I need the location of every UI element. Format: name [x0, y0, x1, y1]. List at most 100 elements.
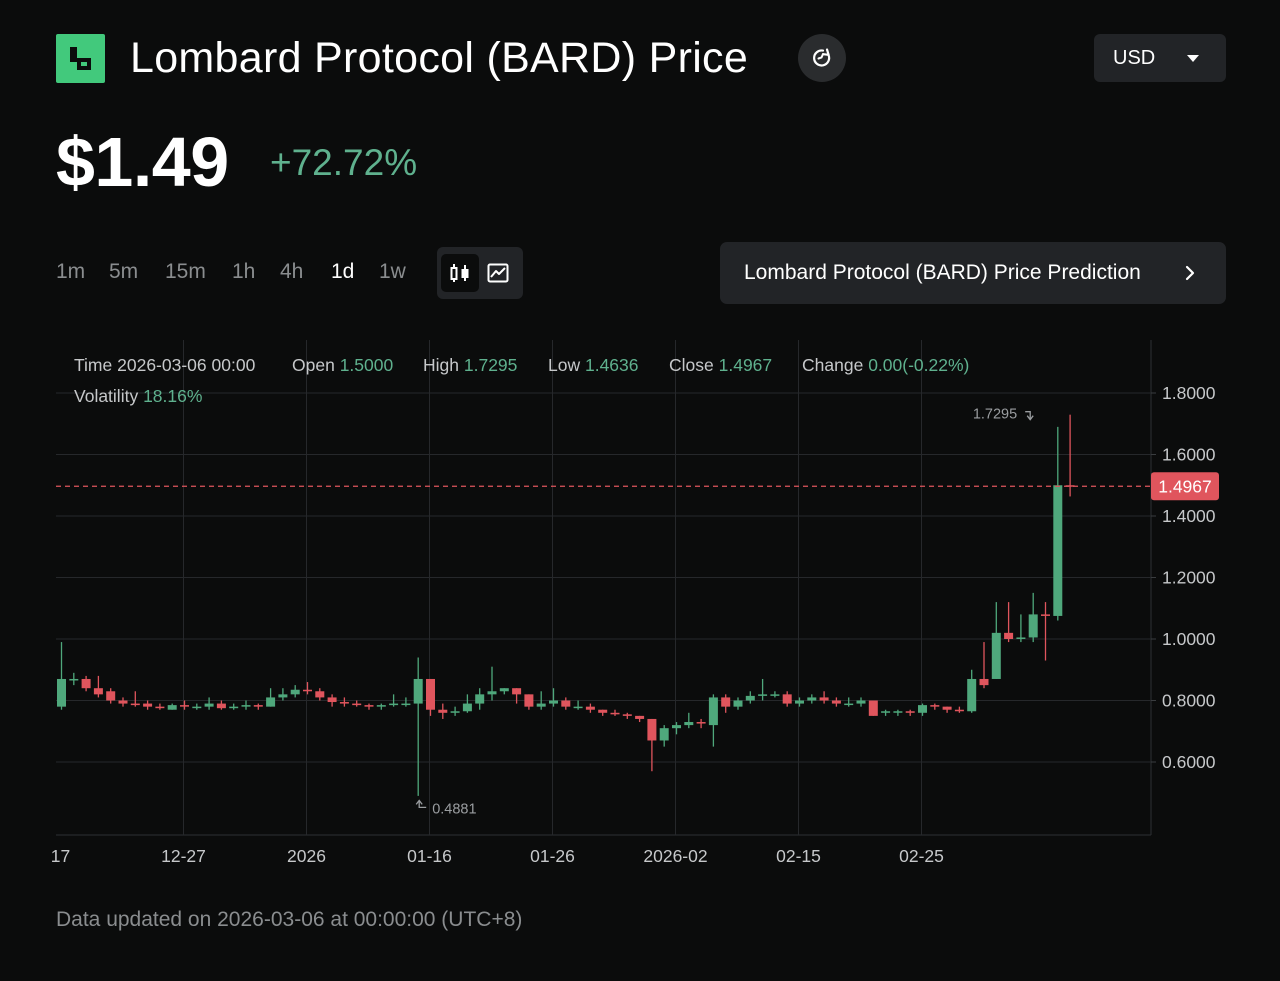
candle-body — [204, 703, 214, 707]
refresh-button[interactable] — [798, 34, 846, 82]
candle-body — [758, 694, 768, 696]
candle — [216, 700, 226, 710]
candle — [487, 666, 497, 701]
candle — [266, 688, 276, 707]
candle-body — [229, 706, 239, 709]
candle — [81, 675, 91, 692]
candle-body — [930, 705, 940, 707]
candle-body — [831, 700, 841, 704]
line-chart-icon — [487, 263, 509, 283]
candle-body — [708, 697, 718, 726]
candle — [672, 722, 681, 735]
candle — [745, 691, 755, 704]
x-tick-label: 02-15 — [776, 846, 821, 866]
candlestick-chart[interactable]: 0.6000 0.8000 1.0000 1.2000 1.4000 1.6000 1.80… — [0, 330, 1280, 870]
candle-body — [69, 678, 79, 681]
chart-type-toggle — [437, 247, 523, 299]
candle — [770, 691, 780, 698]
candle — [573, 700, 583, 710]
y-tick-label: 0.8000 — [1162, 691, 1216, 711]
tab-5m[interactable]: 5m — [109, 260, 139, 283]
candle — [426, 678, 435, 716]
candle-body — [192, 706, 202, 709]
candle — [819, 691, 829, 704]
tab-1d[interactable]: 1d — [331, 260, 355, 283]
candle-body — [770, 694, 780, 696]
candle-body — [462, 703, 472, 712]
page-title: Lombard Protocol (BARD) Price — [130, 34, 749, 82]
candle — [979, 642, 989, 689]
candle-body — [991, 632, 1001, 679]
line-view-button[interactable] — [479, 254, 517, 292]
max-annotation-label: 1.7295 — [973, 407, 1017, 423]
candle — [512, 688, 522, 704]
candle-body — [167, 705, 177, 710]
candle — [167, 703, 177, 710]
candle — [524, 694, 534, 710]
candle — [647, 718, 657, 772]
info-time: Time 2026-03-06 00:00 — [74, 355, 256, 375]
data-updated-note: Data updated on 2026-03-06 at 00:00:00 (… — [56, 908, 523, 931]
ohlc-info: Time 2026-03-06 00:00 Open 1.5000 High 1… — [74, 355, 969, 406]
candle-body — [81, 678, 91, 689]
candle — [795, 697, 804, 707]
candle-body — [438, 709, 448, 713]
candle-body — [795, 700, 804, 704]
candle-body — [696, 722, 706, 724]
candle — [401, 697, 411, 707]
candle-body — [745, 695, 755, 701]
candle — [155, 703, 165, 710]
candle-body — [364, 705, 374, 707]
candle — [635, 715, 645, 723]
tab-15m[interactable]: 15m — [165, 260, 206, 283]
chevron-right-icon — [1185, 265, 1195, 281]
candle-body — [327, 697, 337, 703]
candle-body — [782, 694, 792, 704]
candle — [868, 700, 878, 716]
y-tick-label: 1.8000 — [1162, 383, 1216, 403]
chart-annotations: 1.4967 1.7295 0.4881 — [56, 407, 1219, 817]
candle-body — [487, 691, 497, 695]
candle-body — [426, 678, 435, 710]
currency-select[interactable]: USD — [1094, 34, 1226, 82]
candle-body — [266, 697, 276, 707]
candle — [708, 694, 718, 747]
y-tick-label: 1.4000 — [1162, 506, 1216, 526]
candle-body — [561, 700, 571, 707]
candlestick-view-button[interactable] — [441, 254, 479, 292]
price-prediction-button[interactable]: Lombard Protocol (BARD) Price Prediction — [720, 242, 1226, 304]
candle-body — [893, 711, 903, 713]
candle-body — [143, 703, 153, 707]
candle — [967, 669, 977, 713]
y-tick-label: 1.6000 — [1162, 445, 1216, 465]
candle-body — [684, 722, 694, 726]
candle-body — [475, 694, 485, 704]
candle-body — [315, 691, 325, 698]
max-marker-arrow — [1026, 415, 1034, 421]
y-axis-labels: 0.6000 0.8000 1.0000 1.2000 1.4000 1.6000 1.80… — [1162, 383, 1216, 772]
candle — [462, 694, 472, 713]
candle — [69, 672, 79, 686]
candle — [954, 706, 964, 713]
candle — [622, 712, 632, 719]
tab-1m[interactable]: 1m — [56, 260, 86, 283]
info-open: Open 1.5000 — [292, 355, 393, 375]
candle — [57, 642, 66, 710]
tab-1w[interactable]: 1w — [379, 260, 406, 283]
candle — [942, 706, 952, 713]
candle-body — [57, 678, 66, 707]
candle-body — [536, 703, 546, 707]
candle-body — [241, 705, 251, 707]
candlestick-icon — [450, 264, 469, 282]
tab-4h[interactable]: 4h — [280, 260, 304, 283]
candle-body — [598, 709, 608, 713]
candle — [1028, 592, 1038, 643]
candle — [303, 682, 312, 695]
tab-1h[interactable]: 1h — [232, 260, 256, 283]
candle — [856, 697, 866, 707]
price-change: +72.72% — [270, 142, 418, 183]
candle — [598, 709, 608, 716]
candle-body — [512, 688, 522, 695]
candle-body — [1016, 637, 1026, 639]
candle-body — [339, 702, 349, 704]
